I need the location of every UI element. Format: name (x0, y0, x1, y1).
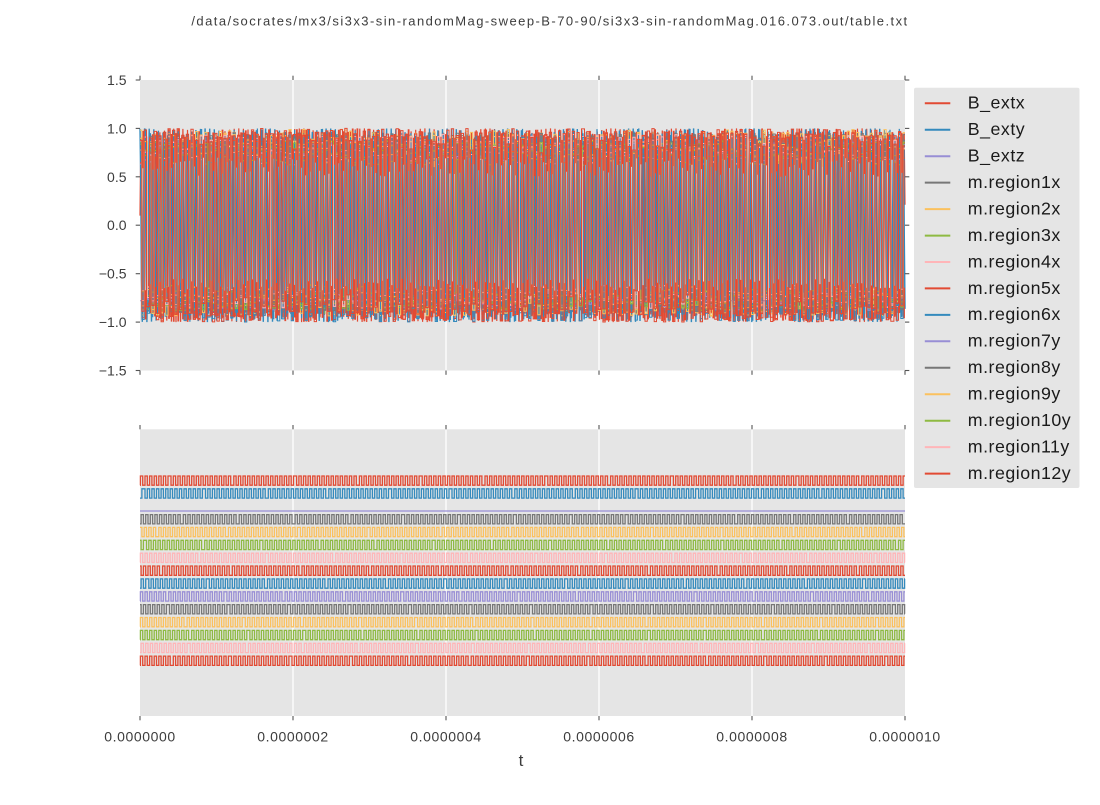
svg-text:m.region8y: m.region8y (968, 357, 1061, 377)
svg-text:0.0000004: 0.0000004 (410, 729, 482, 745)
svg-text:B_extx: B_extx (968, 93, 1025, 114)
svg-text:B_exty: B_exty (968, 119, 1025, 140)
svg-text:m.region5x: m.region5x (968, 278, 1061, 298)
svg-text:m.region3x: m.region3x (968, 225, 1061, 245)
svg-text:m.region4x: m.region4x (968, 251, 1061, 271)
svg-text:0.5: 0.5 (107, 169, 127, 185)
svg-text:m.region6x: m.region6x (968, 304, 1061, 324)
svg-text:0.0000006: 0.0000006 (563, 729, 635, 745)
svg-text:m.region10y: m.region10y (968, 410, 1071, 430)
svg-text:m.region11y: m.region11y (968, 436, 1070, 456)
svg-text:−1.5: −1.5 (99, 363, 127, 379)
svg-text:B_extz: B_extz (968, 146, 1025, 167)
svg-text:/data/socrates/mx3/si3x3-sin-r: /data/socrates/mx3/si3x3-sin-randomMag-s… (191, 14, 908, 29)
svg-text:−1.0: −1.0 (99, 314, 127, 330)
svg-text:m.region1x: m.region1x (968, 172, 1061, 192)
svg-text:m.region12y: m.region12y (968, 463, 1071, 483)
svg-text:m.region7y: m.region7y (968, 331, 1061, 351)
svg-text:0.0000008: 0.0000008 (716, 729, 788, 745)
svg-text:0.0000000: 0.0000000 (104, 729, 176, 745)
svg-text:0.0000002: 0.0000002 (257, 729, 329, 745)
svg-text:t: t (519, 751, 524, 770)
svg-text:0.0: 0.0 (107, 217, 127, 233)
svg-text:0.0000010: 0.0000010 (869, 729, 941, 745)
svg-text:1.5: 1.5 (107, 72, 127, 88)
svg-text:1.0: 1.0 (107, 120, 127, 136)
svg-text:m.region9y: m.region9y (968, 384, 1061, 404)
svg-text:m.region2x: m.region2x (968, 198, 1061, 218)
svg-text:−0.5: −0.5 (99, 266, 127, 282)
